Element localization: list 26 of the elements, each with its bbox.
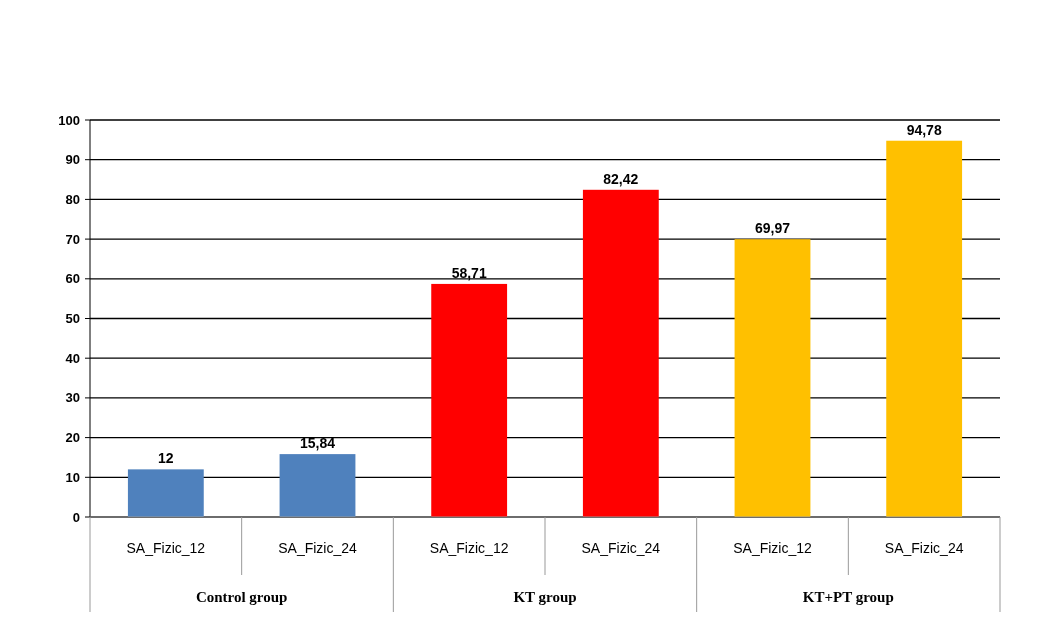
text: KT group	[513, 589, 577, 605]
y-tick-label: 90	[65, 152, 80, 168]
y-tick-label: 10	[65, 469, 80, 485]
data-label: 82,42	[603, 170, 639, 187]
x-tick-label: SA_Fizic_24	[581, 540, 661, 556]
y-tick-label: 50	[65, 311, 80, 327]
text: Control group	[195, 589, 288, 605]
x-tick-label: SA_Fizic_12	[733, 540, 813, 556]
y-tick-label: 80	[65, 191, 80, 207]
x-tick-label: SA_Fizic_24	[884, 540, 964, 556]
data-label: 15,84	[299, 435, 336, 452]
y-tick-label: 0	[72, 509, 80, 525]
y-tick-label: 20	[65, 430, 80, 446]
x-tick-label: SA_Fizic_24	[278, 540, 358, 556]
y-tick-label: 30	[65, 390, 80, 406]
y-tick-label: 100	[58, 112, 80, 128]
y-tick-label: 40	[65, 350, 80, 366]
y-tick-label: 70	[65, 231, 80, 247]
x-tick-label: SA_Fizic_12	[429, 540, 509, 556]
text: KT+PT group	[802, 589, 894, 605]
data-label: 94,78	[906, 121, 942, 138]
data-label: 58,71	[451, 264, 487, 281]
x-tick-label: SA_Fizic_12	[126, 540, 206, 556]
data-label: 69,97	[754, 220, 791, 237]
y-tick-label: 60	[65, 271, 80, 287]
data-label: 12	[158, 450, 174, 467]
